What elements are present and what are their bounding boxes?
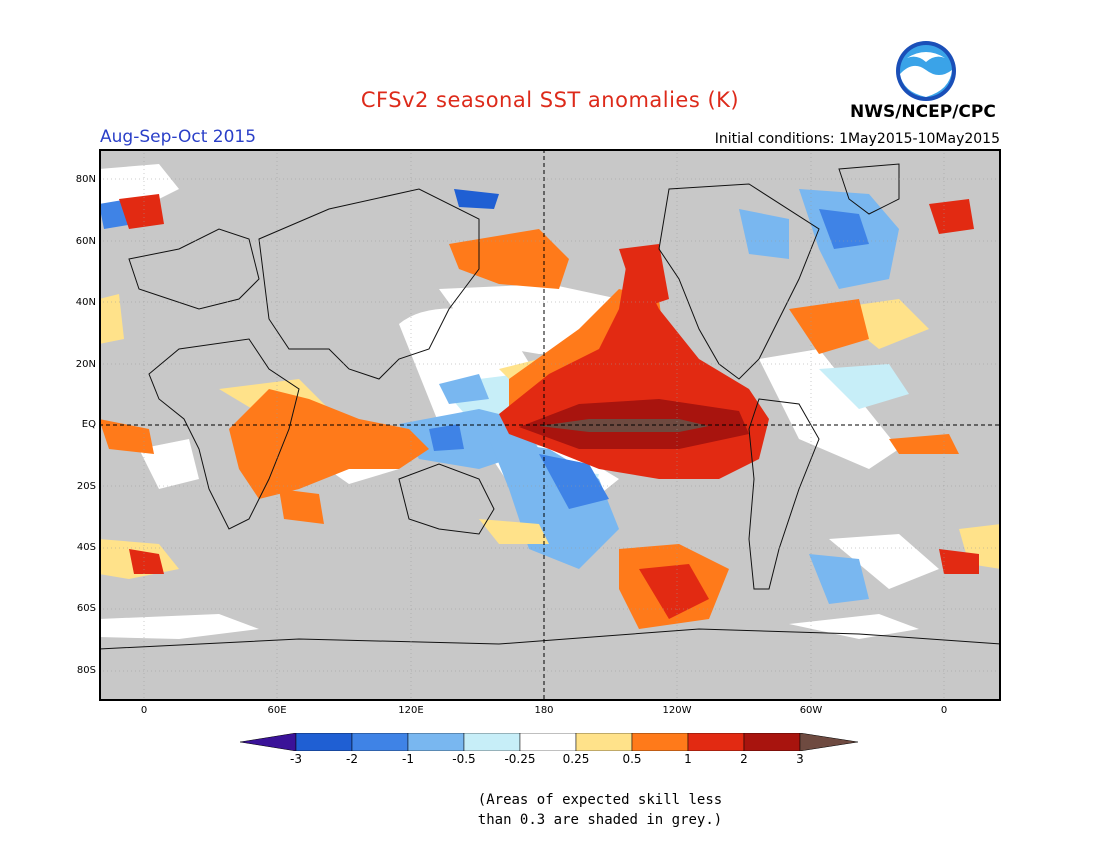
- sst-anomaly-map: [99, 149, 1001, 701]
- colorbar-max-arrow: [799, 733, 859, 751]
- colorbar-bin: [687, 733, 745, 751]
- colorbar-label-m1: -1: [402, 752, 414, 766]
- skill-note-line-2: than 0.3 are shaded in grey.): [477, 812, 723, 828]
- noaa-logo-icon: [896, 41, 956, 101]
- colorbar-bin: [351, 733, 409, 751]
- colorbar-bin: [295, 733, 353, 751]
- colorbar-bin: [575, 733, 633, 751]
- colorbar-label-3: 3: [796, 752, 804, 766]
- colorbar-bin: [463, 733, 521, 751]
- season-label: Aug-Sep-Oct 2015: [100, 127, 257, 147]
- lat-label-80s: 80S: [76, 665, 96, 676]
- skill-note-line-1: (Areas of expected skill less: [477, 792, 723, 808]
- grid: [99, 149, 1001, 701]
- agency-label: NWS/NCEP/CPC: [850, 102, 996, 122]
- colorbar-label-m2: -2: [346, 752, 358, 766]
- colorbar-label-m025: -0.25: [504, 752, 536, 766]
- colorbar-label-m05: -0.5: [452, 752, 476, 766]
- colorbar: [240, 733, 859, 751]
- lat-label-80n: 80N: [75, 174, 96, 185]
- coastlines: [99, 163, 1001, 650]
- lat-label-60s: 60S: [76, 603, 96, 614]
- lon-label-60w: 60W: [799, 705, 823, 716]
- lat-label-eq: EQ: [81, 419, 96, 430]
- lon-label-0-right: 0: [940, 705, 948, 716]
- colorbar-label-m3: -3: [290, 752, 302, 766]
- colorbar-label-1: 1: [684, 752, 692, 766]
- colorbar-bin: [743, 733, 801, 751]
- colorbar-bin: [407, 733, 465, 751]
- lon-label-60e: 60E: [267, 705, 287, 716]
- lat-label-40n: 40N: [75, 297, 96, 308]
- initial-conditions-label: Initial conditions: 1May2015-10May2015: [714, 131, 1000, 147]
- colorbar-label-2: 2: [740, 752, 748, 766]
- lat-label-40s: 40S: [76, 542, 96, 553]
- lon-label-180: 180: [534, 705, 554, 716]
- lat-label-60n: 60N: [75, 236, 96, 247]
- colorbar-min-arrow: [240, 733, 297, 751]
- lon-label-0: 0: [140, 705, 148, 716]
- lon-label-120w: 120W: [662, 705, 692, 716]
- lat-label-20n: 20N: [75, 359, 96, 370]
- chart-title: CFSv2 seasonal SST anomalies (K): [360, 88, 740, 112]
- strong-negative-anomalies: [454, 189, 499, 209]
- colorbar-label-025: 0.25: [562, 752, 590, 766]
- skill-note: (Areas of expected skill less than 0.3 a…: [0, 790, 1100, 830]
- colorbar-bin: [631, 733, 689, 751]
- lon-label-120e: 120E: [398, 705, 424, 716]
- colorbar-bin: [519, 733, 577, 751]
- lat-label-20s: 20S: [76, 481, 96, 492]
- colorbar-label-05: 0.5: [622, 752, 642, 766]
